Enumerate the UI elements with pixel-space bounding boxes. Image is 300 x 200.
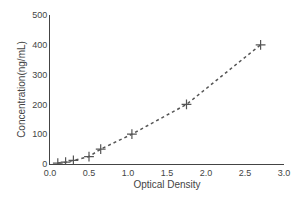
svg-text:0.0: 0.0	[44, 168, 57, 178]
svg-text:0: 0	[42, 159, 47, 169]
svg-text:2.0: 2.0	[200, 168, 213, 178]
svg-text:Optical Density: Optical Density	[133, 179, 200, 190]
svg-text:100: 100	[32, 129, 47, 139]
svg-text:3.0: 3.0	[278, 168, 291, 178]
svg-text:0.5: 0.5	[83, 168, 96, 178]
svg-text:500: 500	[32, 10, 47, 20]
svg-text:2.5: 2.5	[239, 168, 252, 178]
svg-text:300: 300	[32, 70, 47, 80]
svg-text:200: 200	[32, 100, 47, 110]
svg-text:400: 400	[32, 40, 47, 50]
svg-text:1.0: 1.0	[122, 168, 135, 178]
svg-text:Concentration(ng/mL): Concentration(ng/mL)	[16, 41, 27, 138]
svg-text:1.5: 1.5	[161, 168, 174, 178]
